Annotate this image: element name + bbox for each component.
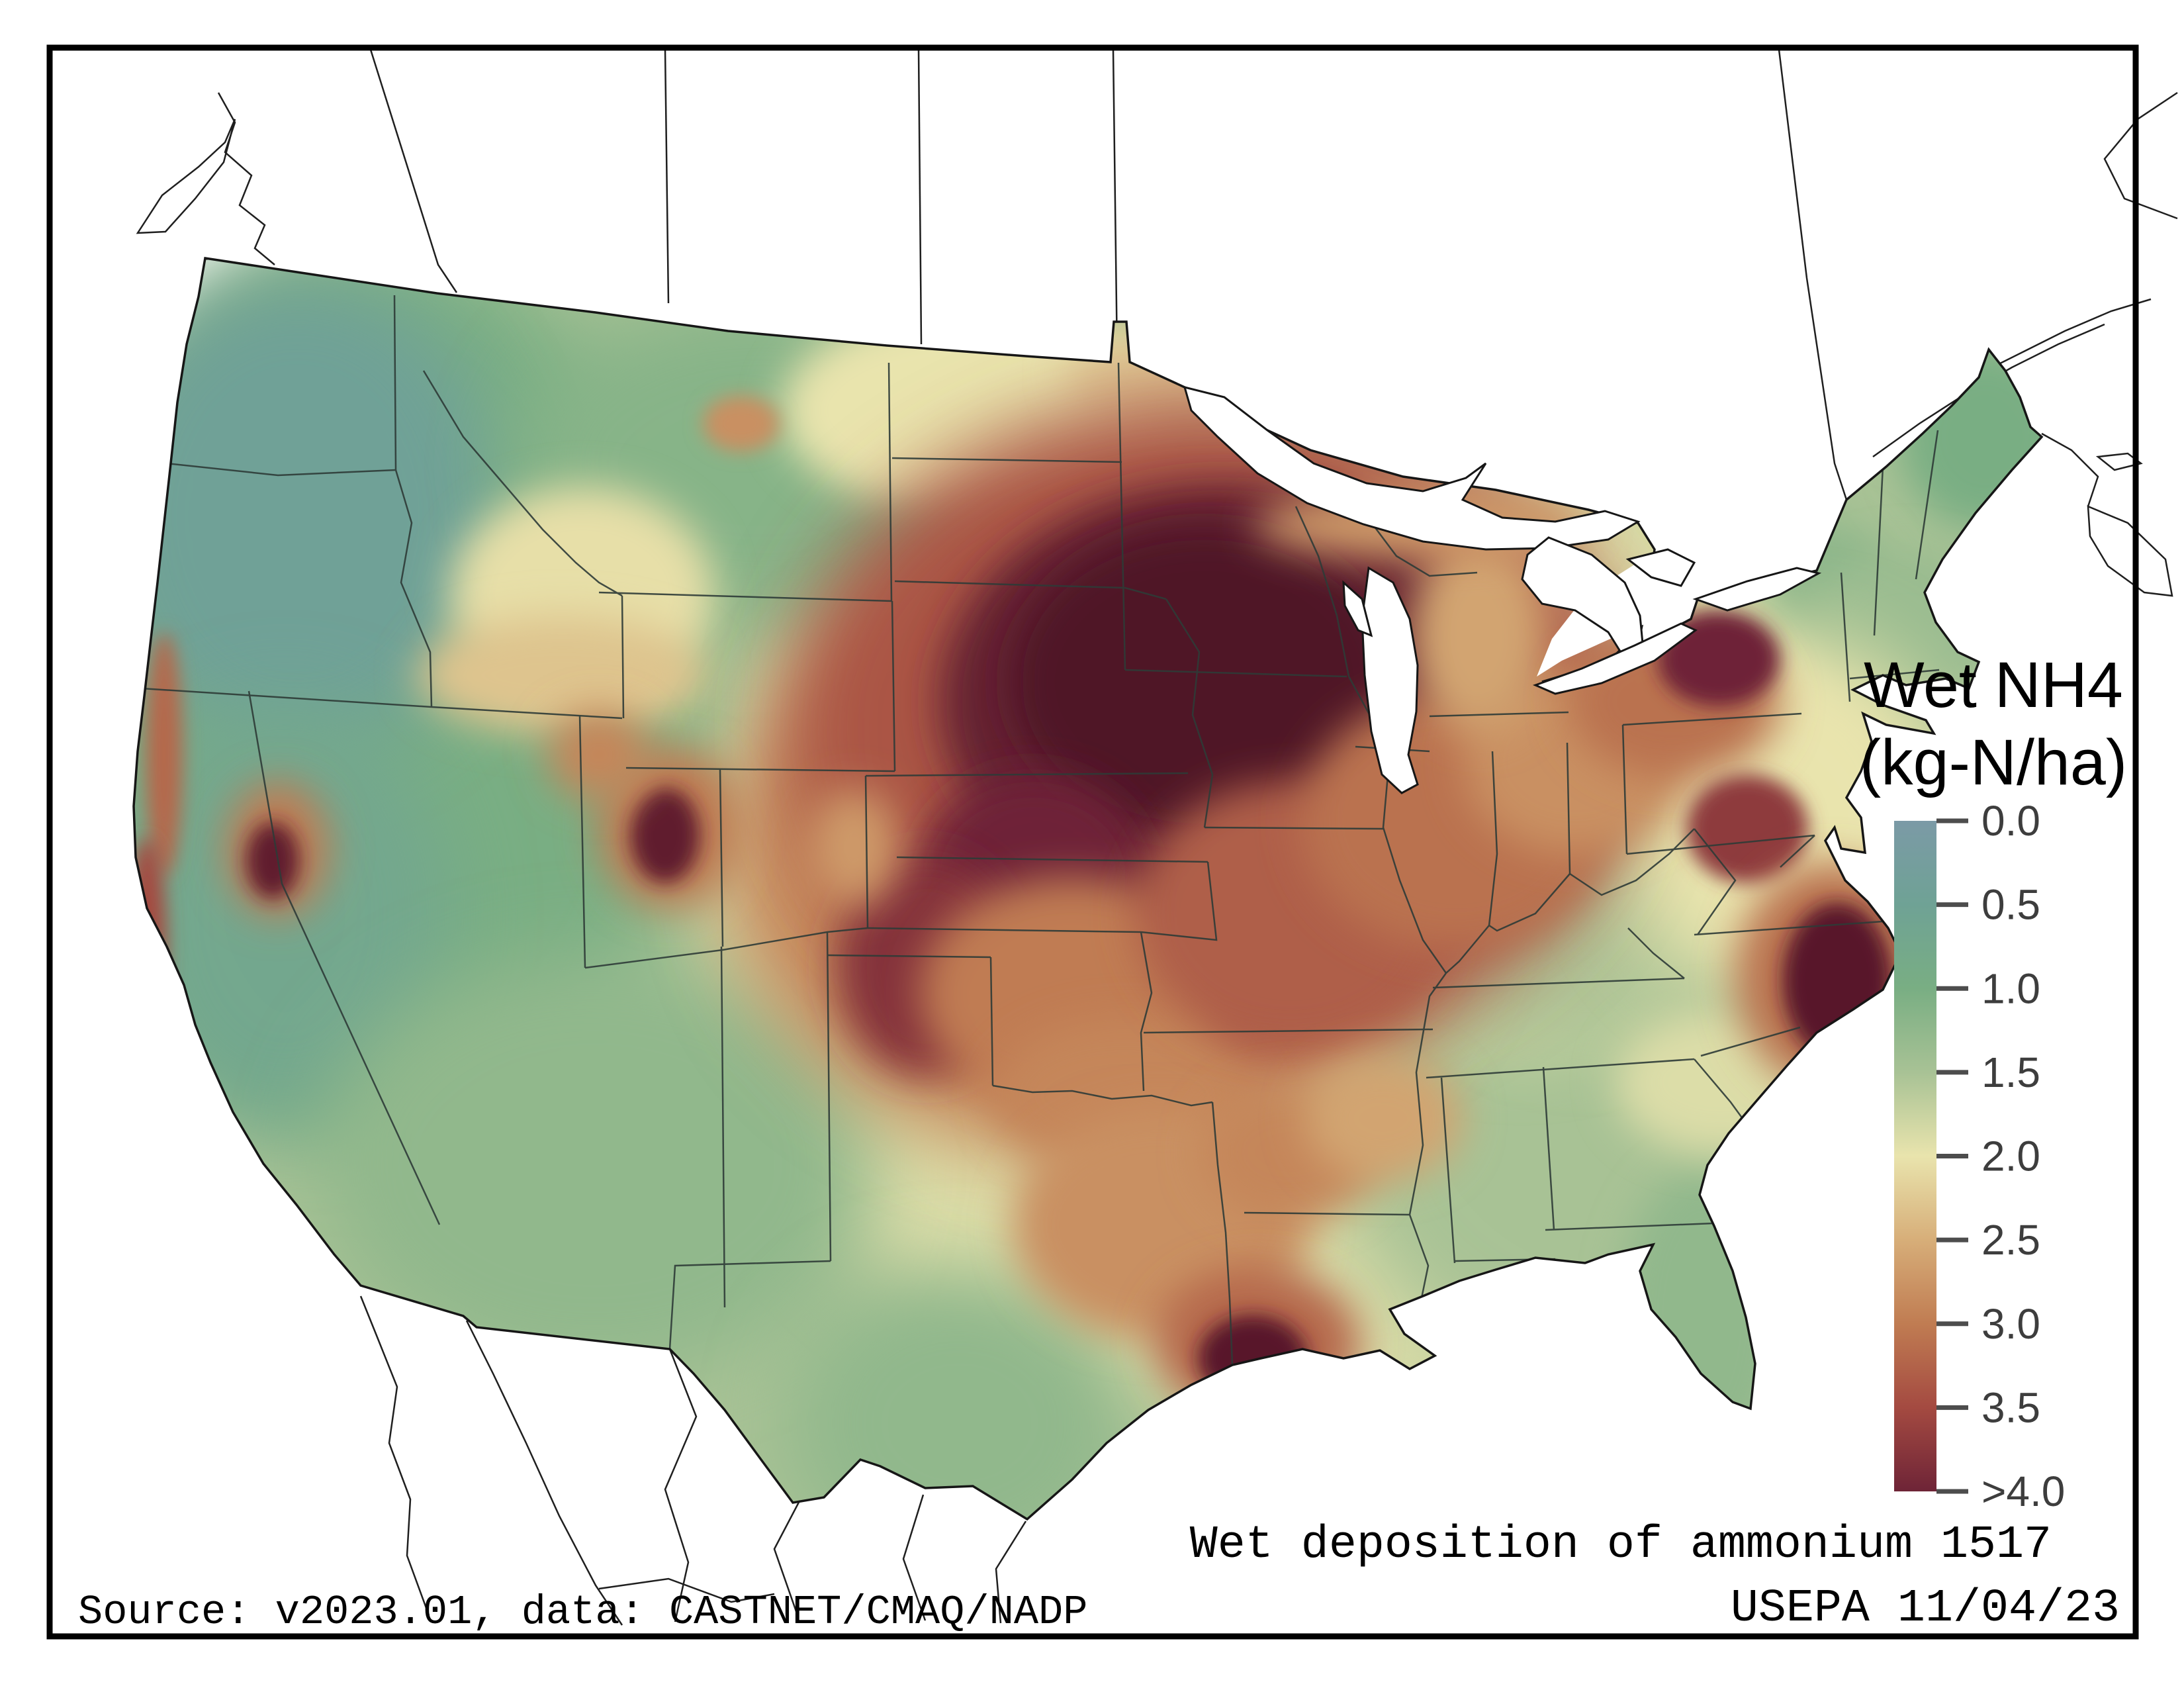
green-bay — [1342, 580, 1373, 637]
legend: Wet NH4 (kg-N/ha) 0.0 0.5 1.0 1.5 2.0 2.5 3.0 3… — [1860, 649, 2127, 1515]
deposition-blob — [631, 788, 700, 883]
source-note: Source: v2023.01, data: CASTNET/CMAQ/NAD… — [78, 1589, 1087, 1636]
deposition-blob — [809, 789, 899, 906]
colorbar-tick-label: 1.5 — [1981, 1049, 2040, 1096]
colorbar-tick-label: 3.5 — [1981, 1383, 2040, 1431]
georgian-bay — [1625, 548, 1696, 587]
colorbar-ticks: 0.0 0.5 1.0 1.5 2.0 2.5 3.0 3.5 >4.0 — [1936, 797, 2065, 1515]
figure-frame — [46, 44, 2139, 1640]
ontario-peninsula — [1537, 530, 1799, 677]
deposition-blob — [1199, 1315, 1307, 1401]
deposition-blob — [146, 632, 183, 877]
legend-title-line2: (kg-N/ha) — [1860, 726, 2127, 798]
great-lakes — [1183, 385, 1822, 794]
deposition-blob — [134, 837, 167, 1056]
deposition-blob — [547, 710, 651, 800]
deposition-blob — [1009, 526, 1400, 837]
colorbar — [1894, 821, 1936, 1491]
colorbar-tick-label: 3.0 — [1981, 1300, 2040, 1348]
state-borders — [141, 295, 1940, 1366]
agency-stamp: USEPA 11/04/23 — [1731, 1583, 2120, 1635]
deposition-blob — [1686, 774, 1808, 883]
colorbar-tick-label: 0.5 — [1981, 881, 2040, 929]
deposition-blob — [703, 396, 780, 451]
deposition-blob — [1304, 1056, 1463, 1182]
deposition-blob — [1783, 903, 1891, 1059]
deposition-blob — [1619, 1168, 1785, 1466]
lake-michigan — [1361, 566, 1419, 794]
colorbar-tick-label: 1.0 — [1981, 964, 2040, 1012]
lake-erie — [1532, 622, 1698, 695]
colorbar-tick-label: 2.5 — [1981, 1216, 2040, 1264]
deposition-blob — [417, 616, 708, 735]
deposition-blob — [318, 953, 874, 1377]
lake-superior — [1183, 385, 1641, 551]
deposition-blob — [246, 822, 299, 899]
lake-huron — [1521, 536, 1644, 661]
mexico-outline — [359, 1295, 1027, 1626]
legend-title-line1: Wet NH4 — [1864, 649, 2123, 721]
colorbar-tick-label: 0.0 — [1981, 797, 2040, 845]
colorbar-tick-label: >4.0 — [1981, 1468, 2065, 1515]
deposition-blob — [1410, 536, 1549, 735]
lake-ontario — [1692, 567, 1822, 612]
colorbar-tick-label: 2.0 — [1981, 1133, 2040, 1180]
deposition-blob — [134, 278, 503, 755]
figure-caption: Wet deposition of ammonium 1517 — [1190, 1519, 2052, 1571]
